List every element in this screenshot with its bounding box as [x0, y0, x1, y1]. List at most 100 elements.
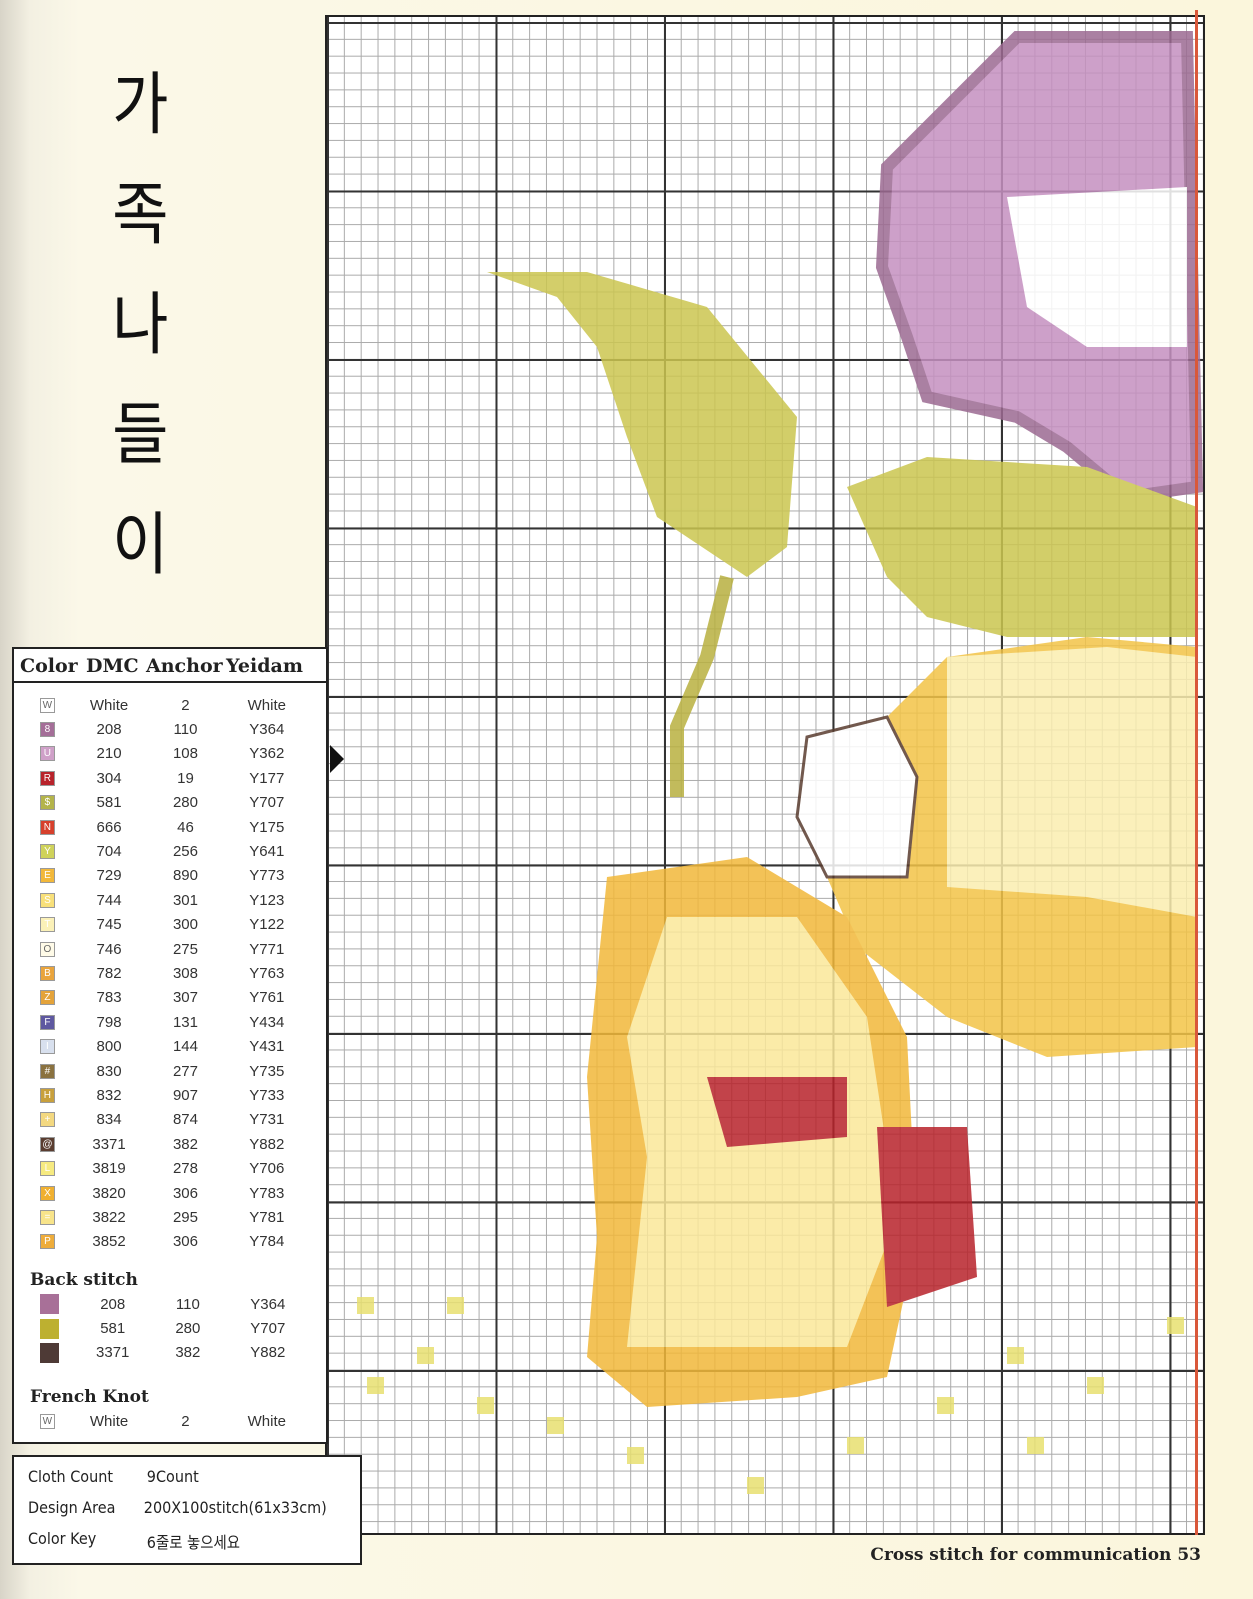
- legend-anchor: 108: [172, 745, 198, 763]
- legend-dmc: 800: [96, 1038, 122, 1056]
- title-char: 족: [111, 176, 169, 255]
- legend-dmc: 745: [96, 916, 122, 934]
- title-char: 나: [111, 286, 169, 365]
- legend-dmc: 581: [100, 1320, 126, 1338]
- flower-center: [1007, 187, 1187, 347]
- color-swatch: N: [40, 819, 55, 835]
- legend-dmc: 729: [96, 867, 122, 885]
- legend-yeidam: Y781: [249, 1208, 285, 1226]
- legend-anchor: 110: [175, 1295, 200, 1313]
- legend-dmc: 666: [96, 818, 122, 836]
- center-arrow-marker: [330, 745, 344, 773]
- color-swatch: W: [40, 1413, 55, 1429]
- legend-anchor: 382: [175, 1344, 201, 1362]
- legend-anchor: 144: [172, 1038, 198, 1056]
- legend-row: 581 280 Y707: [14, 1316, 326, 1340]
- legend-row: R 304 19 Y177: [14, 766, 326, 790]
- legend-row: +834 874 Y731: [14, 1108, 326, 1132]
- legend-anchor: 278: [172, 1160, 198, 1178]
- legend-row: X 3820 306 Y783: [14, 1181, 326, 1205]
- legend-row: I 800 144 Y431: [14, 1034, 326, 1058]
- color-swatch: W: [40, 697, 55, 713]
- legend-anchor: 277: [172, 1062, 198, 1080]
- info-value: 6줄로 놓으세요: [146, 1533, 241, 1552]
- legend-anchor: 890: [172, 867, 198, 885]
- legend-anchor: 306: [172, 1184, 198, 1202]
- color-swatch: [40, 1342, 60, 1363]
- color-swatch: L: [40, 1161, 55, 1177]
- legend-yeidam: Y773: [249, 867, 285, 885]
- legend-dmc: 304: [96, 769, 122, 787]
- header-color: Color: [20, 655, 78, 677]
- legend-dmc: 3371: [92, 1135, 126, 1153]
- legend-dmc: 208: [96, 721, 122, 739]
- flower-outline: [875, 31, 1204, 504]
- legend-yeidam: Y735: [249, 1062, 285, 1080]
- legend-row: T 745 300 Y122: [14, 913, 326, 937]
- legend-dmc: 581: [96, 794, 122, 812]
- legend-dmc: 783: [96, 989, 122, 1007]
- color-swatch: =: [40, 1209, 55, 1225]
- leaf-left: [487, 272, 797, 577]
- legend-anchor: 275: [172, 940, 198, 958]
- legend-anchor: 19: [177, 769, 194, 787]
- french-knot-rows: W White 2 White: [14, 1409, 326, 1433]
- legend-row: L 3819 278 Y706: [14, 1156, 326, 1180]
- legend-row: F 798 131 Y434: [14, 1010, 326, 1034]
- color-swatch: #: [40, 1063, 55, 1079]
- legend-row: Z 783 307 Y761: [14, 986, 326, 1010]
- info-row: Cloth Count 9Count: [28, 1467, 327, 1498]
- header-dmc: DMC: [86, 655, 139, 677]
- legend-row: 3371 382 Y882: [14, 1341, 326, 1365]
- legend-anchor: 280: [172, 794, 198, 812]
- legend-dmc: 704: [96, 843, 122, 861]
- legend-yeidam: White: [247, 696, 286, 714]
- legend-anchor: 306: [172, 1233, 198, 1251]
- legend-anchor: 2: [181, 1412, 190, 1430]
- title-char: 들: [111, 396, 169, 475]
- heart: [707, 1077, 847, 1147]
- legend-dmc: 744: [96, 891, 122, 909]
- legend-anchor: 46: [177, 818, 194, 836]
- legend-anchor: 307: [172, 989, 198, 1007]
- color-swatch: R: [40, 770, 55, 786]
- legend-anchor: 295: [172, 1208, 198, 1226]
- legend-row: U 210 108 Y362: [14, 742, 326, 766]
- legend-row: 8 208 110 Y364: [14, 717, 326, 741]
- color-swatch: [40, 1294, 60, 1315]
- legend-anchor: 131: [172, 1013, 198, 1031]
- legend-row: #830 277 Y735: [14, 1059, 326, 1083]
- color-swatch: 8: [40, 722, 55, 738]
- legend-yeidam: Y731: [249, 1111, 285, 1129]
- color-swatch: [40, 1318, 60, 1339]
- legend-row: $581 280 Y707: [14, 791, 326, 815]
- vertical-title: 가 족 나 들 이: [95, 60, 185, 592]
- legend-yeidam: Y177: [249, 769, 285, 787]
- legend-anchor: 280: [175, 1320, 201, 1338]
- legend-row: W White 2 White: [14, 693, 326, 717]
- legend-row: E 729 890 Y773: [14, 864, 326, 888]
- legend-anchor: 2: [181, 696, 190, 714]
- legend-dmc: 834: [96, 1111, 122, 1129]
- legend-anchor: 300: [172, 916, 198, 934]
- legend-yeidam: Y641: [249, 843, 285, 861]
- french-knot-label: French Knot: [30, 1387, 149, 1408]
- legend-yeidam: Y122: [249, 916, 285, 934]
- title-char: 가: [111, 66, 169, 145]
- legend-yeidam: White: [247, 1412, 286, 1430]
- legend-dmc: 3822: [92, 1208, 126, 1226]
- info-key: Color Key: [28, 1529, 97, 1548]
- color-swatch: Y: [40, 844, 55, 860]
- legend-anchor: 110: [173, 721, 198, 739]
- chart-motif: [357, 31, 1204, 1494]
- legend-dmc: 3852: [92, 1233, 126, 1251]
- legend-header: Color DMC Anchor Yeidam: [14, 649, 326, 683]
- back-stitch-label: Back stitch: [30, 1269, 138, 1290]
- legend-dmc: 746: [96, 940, 122, 958]
- color-swatch: T: [40, 917, 55, 933]
- legend-dmc: 3819: [92, 1160, 126, 1178]
- legend-yeidam: Y431: [249, 1038, 285, 1056]
- color-swatch: P: [40, 1234, 55, 1250]
- stem: [670, 575, 734, 797]
- color-swatch: O: [40, 941, 55, 957]
